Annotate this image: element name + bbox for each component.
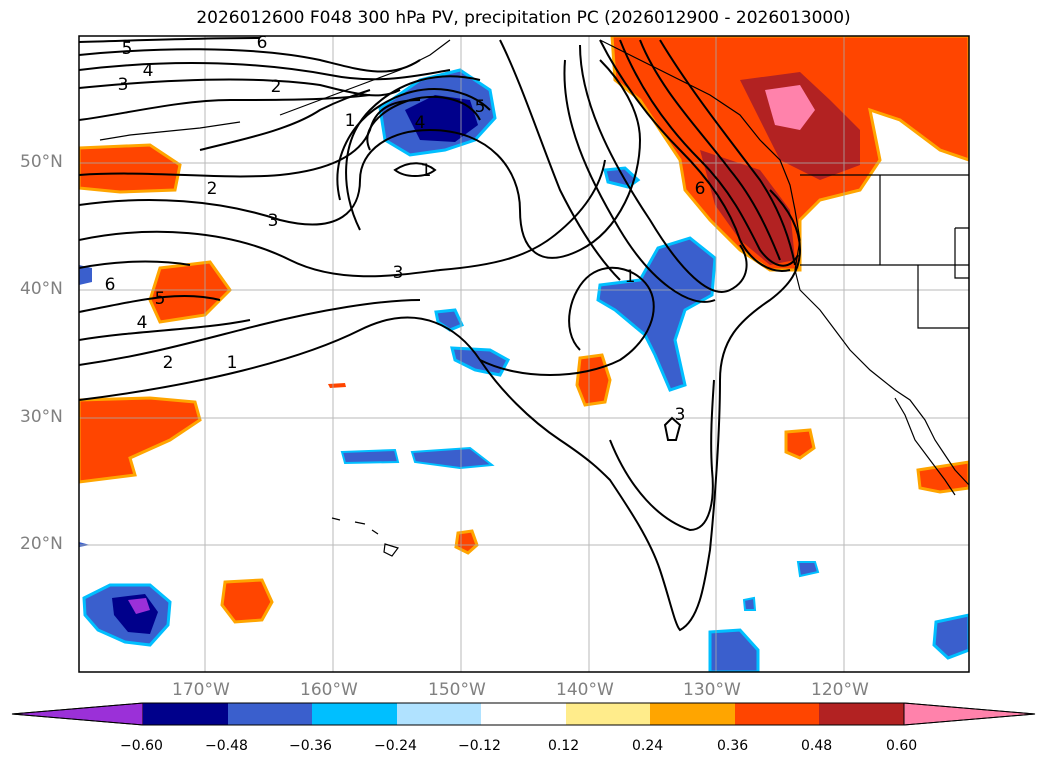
- colorbar-tick-label: 0.36: [717, 738, 749, 754]
- colorbar-swatch: [312, 703, 397, 725]
- colorbar-swatch: [397, 703, 481, 725]
- colorbar-swatch: [650, 703, 735, 725]
- neg-corner-se: [932, 613, 969, 660]
- pv-contours: [79, 37, 802, 632]
- precip-pink-core: [765, 85, 815, 130]
- hawaii-islands: [331, 517, 399, 557]
- precip-small-20n: [454, 529, 479, 555]
- lat-label: 20°N: [20, 534, 63, 554]
- neg-east-40n: [596, 236, 717, 392]
- colorbar-swatch: [481, 703, 566, 725]
- precip-core-dark: [700, 150, 795, 265]
- coast-aleutians: [99, 121, 241, 141]
- contour-label: 4: [143, 61, 154, 81]
- colorbar-outline: [11, 702, 1036, 726]
- neg-small-18n: [796, 561, 820, 578]
- colorbar-tick-label: −0.12: [458, 738, 501, 754]
- contour-label: 3: [268, 211, 279, 231]
- coast-north-america: [599, 39, 969, 486]
- lat-label: 40°N: [20, 279, 63, 299]
- lon-label: 130°W: [683, 680, 741, 700]
- lat-label: 50°N: [20, 152, 63, 172]
- contour-label: 6: [695, 179, 706, 199]
- contour-label: 5: [122, 39, 133, 59]
- neg-southwest-purple: [128, 598, 150, 614]
- contour-label: 5: [155, 289, 166, 309]
- colorbar-swatch: [735, 703, 819, 725]
- border-states-3: [917, 265, 969, 329]
- contour-label: 5: [475, 97, 486, 117]
- contour-label: 4: [137, 313, 148, 333]
- contour-label: 3: [675, 405, 686, 425]
- contour-label: 2: [207, 179, 218, 199]
- contour-label: 2: [163, 353, 174, 373]
- neg-strip-26n-a: [340, 448, 400, 465]
- precip-east-25n: [916, 460, 969, 494]
- neg-south-east-12n: [708, 628, 760, 672]
- coastlines: [99, 39, 969, 557]
- precip-west-30n: [79, 396, 202, 484]
- colorbar-swatch: [819, 703, 904, 725]
- colorbar-swatch: [228, 703, 312, 725]
- precip-positive-areas: [79, 36, 969, 624]
- neg-small-15n: [742, 596, 757, 611]
- precip-mid-33n: [575, 353, 612, 407]
- colorbar-tick-label: −0.36: [289, 738, 332, 754]
- coast-alaska: [279, 39, 451, 116]
- lon-label: 160°W: [300, 680, 358, 700]
- colorbar-tick-label: −0.48: [205, 738, 248, 754]
- precip-east-28n: [784, 428, 816, 460]
- precip-west-50n: [79, 143, 182, 194]
- lat-label: 30°N: [20, 407, 63, 427]
- lon-label: 140°W: [556, 680, 614, 700]
- contour-label: 1: [345, 111, 356, 131]
- map-frame: [78, 35, 970, 673]
- colorbar-tick-label: 0.60: [886, 738, 918, 754]
- colorbar-tick-label: −0.60: [120, 738, 163, 754]
- neg-strip-26n-b: [410, 446, 495, 470]
- contour-label: 2: [271, 77, 282, 97]
- colorbar-tick-label: 0.24: [632, 738, 664, 754]
- neg-small-38n: [434, 308, 465, 332]
- contour-label: 3: [393, 263, 404, 283]
- contour-label: 6: [105, 275, 116, 295]
- contour-label: 1: [625, 267, 636, 287]
- contour-label: 3: [118, 75, 129, 95]
- contour-label: 6: [257, 33, 268, 53]
- colorbar-swatch: [566, 703, 650, 725]
- map-title: 2026012600 F048 300 hPa PV, precipitatio…: [196, 8, 851, 28]
- lon-label: 120°W: [811, 680, 869, 700]
- border-states-4: [954, 227, 969, 279]
- colorbar-tick-label: 0.12: [548, 738, 580, 754]
- colorbar-swatch: [143, 703, 228, 725]
- colorbar-extend-high: [903, 702, 1036, 726]
- precip-negative-areas: [79, 68, 969, 672]
- neg-edge-w: [79, 265, 92, 285]
- contour-label: 4: [415, 113, 426, 133]
- precip-tiny-32n: [328, 383, 346, 388]
- colorbar-tick-label: 0.48: [801, 738, 833, 754]
- colorbar-extend-low: [11, 702, 144, 726]
- coast-baja: [894, 397, 956, 496]
- precip-south-25n: [220, 578, 274, 624]
- lon-label: 170°W: [172, 680, 230, 700]
- colorbar: [11, 702, 1036, 726]
- lon-label: 150°W: [428, 680, 486, 700]
- colorbar-tick-label: −0.24: [374, 738, 417, 754]
- gridlines: [79, 36, 969, 672]
- contour-label: 1: [421, 161, 432, 181]
- pv-contour-labels: 5 6 4 3 2 1 2 3 6 5 4 2 1 3 4 5 1 6 1 3: [105, 33, 706, 425]
- contour-label: 1: [227, 353, 238, 373]
